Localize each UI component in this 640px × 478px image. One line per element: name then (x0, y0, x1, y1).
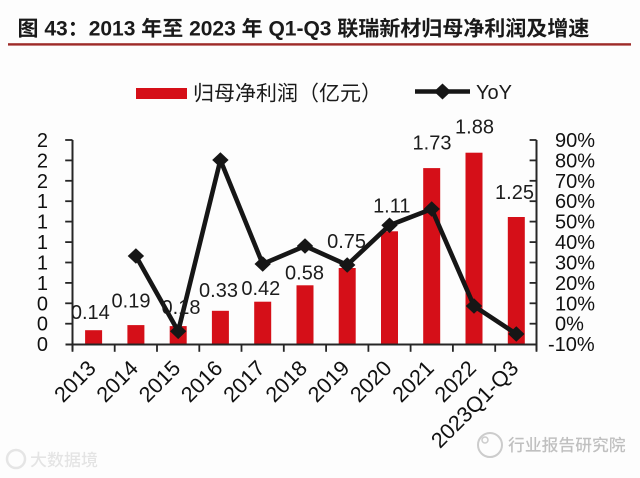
svg-text:0.33: 0.33 (199, 280, 238, 302)
svg-text:2023: 2023 (189, 18, 236, 41)
svg-text:0.18: 0.18 (162, 297, 201, 319)
svg-text:2013: 2013 (89, 18, 136, 41)
svg-text:50%: 50% (555, 212, 595, 234)
svg-text:1: 1 (37, 212, 48, 234)
svg-text:2: 2 (37, 150, 48, 172)
svg-text:80%: 80% (555, 150, 595, 172)
svg-text:0%: 0% (555, 314, 584, 336)
svg-text:90%: 90% (555, 130, 595, 152)
svg-text:43: 43 (44, 18, 67, 41)
svg-text:0.14: 0.14 (71, 302, 110, 324)
svg-text:-10%: -10% (548, 334, 595, 356)
svg-text:10%: 10% (555, 293, 595, 315)
svg-text:1: 1 (37, 273, 48, 295)
svg-text:30%: 30% (555, 253, 595, 275)
svg-text:2: 2 (37, 130, 48, 152)
svg-text:70%: 70% (555, 171, 595, 193)
svg-text:1: 1 (37, 191, 48, 213)
svg-text:0.42: 0.42 (241, 278, 280, 300)
svg-text:YoY: YoY (476, 82, 512, 104)
svg-text:60%: 60% (555, 191, 595, 213)
svg-text:20%: 20% (555, 273, 595, 295)
svg-text:40%: 40% (555, 232, 595, 254)
svg-text:1: 1 (37, 253, 48, 275)
svg-text:0: 0 (37, 334, 48, 356)
svg-text:0.75: 0.75 (327, 231, 366, 253)
svg-text:1.11: 1.11 (373, 196, 410, 218)
svg-text:0.58: 0.58 (285, 263, 324, 285)
svg-text:2: 2 (37, 171, 48, 193)
svg-text:1: 1 (37, 232, 48, 254)
svg-text:0.19: 0.19 (112, 290, 151, 312)
svg-text:1.88: 1.88 (455, 117, 494, 139)
svg-text:1.73: 1.73 (413, 133, 452, 155)
svg-text:0: 0 (37, 293, 48, 315)
svg-text:1.25: 1.25 (495, 182, 534, 204)
svg-text:Q1-Q3: Q1-Q3 (268, 18, 331, 41)
svg-text:0: 0 (37, 314, 48, 336)
